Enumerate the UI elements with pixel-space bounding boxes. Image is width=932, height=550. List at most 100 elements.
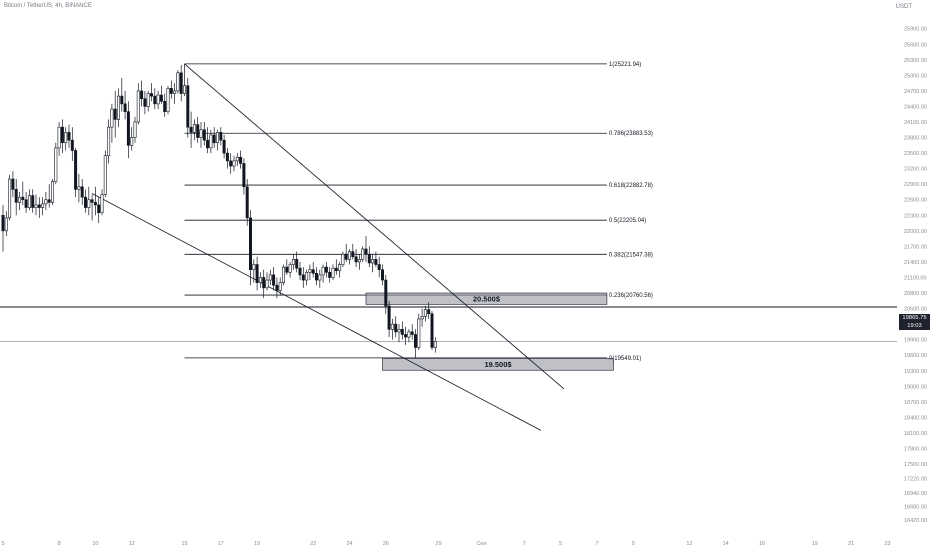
candle-body	[163, 100, 167, 112]
price-tick-label: 22900.00	[904, 182, 927, 188]
time-tick-label: 17	[218, 541, 224, 547]
candle-body	[311, 269, 315, 274]
fib-level-label: 1(25221.94)	[609, 62, 641, 68]
candle-countdown: 19:03	[907, 322, 922, 329]
price-tick-label: 16420.00	[904, 518, 927, 524]
price-tick-label: 18700.00	[904, 400, 927, 406]
time-tick-label: 26	[383, 541, 389, 547]
candle-body	[371, 259, 375, 264]
time-tick-label: 14	[723, 541, 729, 547]
candle-body	[27, 195, 31, 208]
candle-body	[222, 139, 226, 154]
candle-body	[153, 95, 157, 105]
price-tick-label: 18400.00	[904, 415, 927, 421]
fib-level-label: 0(19549.01)	[609, 356, 641, 362]
candle-body	[295, 259, 299, 269]
candle-body	[235, 156, 239, 162]
candle-body	[324, 266, 328, 273]
candlesticks	[1, 63, 437, 358]
candle-body	[278, 282, 282, 291]
price-zones[interactable]: 20.500$ 19.500$	[365, 292, 614, 371]
candle-body	[90, 199, 94, 203]
candle-body	[242, 163, 246, 188]
price-tick-label: 16680.00	[904, 505, 927, 511]
candle-body	[70, 139, 74, 151]
candle-body	[117, 95, 121, 120]
candle-body	[298, 267, 302, 276]
fib-level-label: 0.382(21547.38)	[609, 252, 653, 258]
candle-body	[206, 139, 210, 149]
candle-body	[367, 253, 371, 264]
candle-body	[380, 269, 384, 281]
candle-body	[189, 126, 193, 133]
candle-body	[21, 196, 25, 201]
candle-body	[54, 147, 58, 182]
trendlines[interactable]	[91, 63, 565, 431]
candle-body	[199, 129, 203, 138]
candle-body	[113, 108, 117, 120]
candle-body	[103, 155, 107, 195]
current-price-tag: 19865.75 19:03	[899, 314, 930, 330]
candle-body	[430, 313, 434, 348]
candle-body	[433, 341, 437, 348]
fib-level-label: 0.786(23883.53)	[609, 131, 653, 137]
candle-body	[252, 264, 256, 271]
price-tick-label: 25600.00	[904, 42, 927, 48]
fibonacci-retracement[interactable]: 1(25221.94) 0.786(23883.53) 0.618(22882.78…	[184, 62, 653, 362]
candle-body	[357, 259, 361, 263]
candle-body	[341, 253, 345, 265]
price-tick-label: 17800.00	[904, 446, 927, 452]
candle-body	[394, 323, 398, 333]
price-axis[interactable]: 16420.00 16680.00 16940.00 17220.00 17500.00…	[904, 27, 927, 524]
fib-level-label: 0.618(22882.78)	[609, 183, 653, 189]
candle-body	[176, 72, 180, 92]
candle-body	[397, 328, 401, 333]
fib-level-label: 0.236(20760.56)	[609, 293, 653, 299]
candle-body	[347, 251, 351, 260]
candle-body	[120, 95, 124, 105]
candle-body	[150, 93, 154, 97]
candle-body	[338, 264, 342, 272]
price-tick-label: 19300.00	[904, 369, 927, 375]
time-tick-label: Сен	[476, 541, 486, 547]
time-tick-label: 5	[559, 541, 562, 547]
candle-body	[57, 126, 61, 149]
candle-body	[17, 196, 21, 203]
candle-body	[268, 274, 272, 281]
candle-body	[354, 256, 358, 263]
time-tick-label: 5	[1, 541, 4, 547]
candle-body	[314, 273, 318, 281]
candle-body	[84, 196, 88, 208]
time-tick-label: 7	[523, 541, 526, 547]
candle-body	[24, 199, 28, 208]
candle-body	[301, 274, 305, 281]
candle-body	[262, 277, 266, 289]
price-tick-label: 17500.00	[904, 462, 927, 468]
candle-body	[219, 132, 223, 141]
candle-body	[305, 271, 309, 281]
time-tick-label: 23	[884, 541, 890, 547]
price-tick-label: 21700.00	[904, 244, 927, 250]
candle-body	[47, 199, 51, 203]
candle-body	[80, 186, 84, 198]
candle-body	[196, 124, 200, 138]
candle-body	[97, 204, 101, 213]
candle-body	[50, 181, 54, 203]
candle-body	[417, 318, 421, 348]
candle-body	[159, 94, 163, 102]
candle-body	[93, 202, 97, 206]
candle-body	[166, 88, 170, 112]
time-tick-label: 16	[759, 541, 765, 547]
candle-body	[41, 203, 45, 208]
candle-body	[202, 129, 206, 141]
candle-body	[384, 279, 388, 307]
candle-body	[212, 134, 216, 144]
price-tick-label: 20500.00	[904, 307, 927, 313]
candle-body	[192, 124, 196, 133]
candle-body	[216, 132, 220, 144]
candle-body	[225, 152, 229, 162]
price-tick-label: 24700.00	[904, 89, 927, 95]
price-zone-label: 19.500$	[484, 360, 512, 369]
time-axis[interactable]: 5 8 10 12 15 17 19 22 24 26 29 Сен 7 5 7 9 12 14 16 19 21 23	[1, 541, 890, 547]
